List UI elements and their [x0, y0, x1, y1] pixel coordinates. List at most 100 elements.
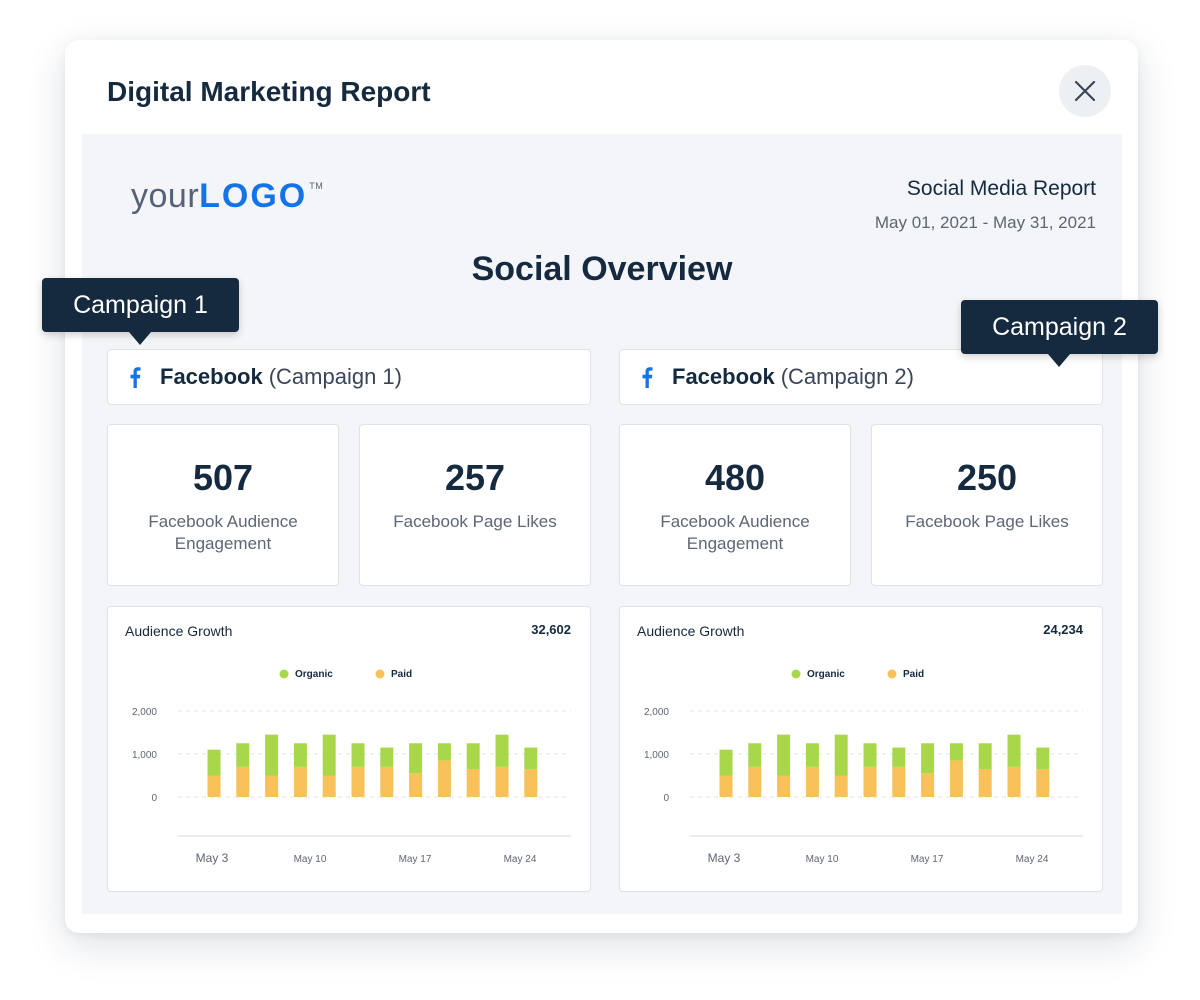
tag-pointer: [1048, 354, 1070, 367]
kpi-label: Facebook Page Likes: [393, 512, 557, 531]
x-tick-label: May 3: [708, 851, 741, 865]
kpi-label: Facebook Audience Engagement: [148, 512, 298, 553]
kpi-value: 257: [444, 457, 506, 498]
chart-title: Audience Growth: [637, 623, 744, 639]
bar-segment-paid: [322, 775, 336, 797]
bar-segment-paid: [293, 766, 307, 797]
campaign-2-tag: Campaign 2: [961, 300, 1158, 367]
y-tick-label: 1,000: [644, 750, 669, 761]
x-tick-label: May 3: [196, 851, 229, 865]
bar-segment-paid: [805, 766, 819, 797]
bar-segment-organic: [805, 743, 819, 767]
brand-logo: your LOGO TM: [131, 177, 323, 216]
legend-swatch: [791, 669, 801, 679]
network-name: Facebook: [672, 364, 775, 389]
kpi-label: Facebook Audience Engagement: [660, 512, 810, 553]
bar-segment-organic: [466, 743, 480, 770]
legend-swatch: [279, 669, 289, 679]
report-date-range: May 01, 2021 - May 31, 2021: [874, 213, 1096, 232]
audience-growth-chart-2: Audience Growth 24,234 Organic Paid 2,000 1,0…: [619, 606, 1103, 892]
bar-segment-paid: [748, 766, 762, 797]
kpi-card-page-likes-2: 250 Facebook Page Likes: [871, 424, 1103, 586]
bar-segment-paid: [236, 766, 250, 797]
bar-segment-paid: [495, 766, 509, 797]
y-tick-label: 1,000: [132, 750, 157, 761]
bar-segment-paid: [265, 775, 279, 797]
section-title: Social Overview: [471, 250, 733, 288]
audience-growth-chart-svg: Audience Growth 24,234 Organic Paid 2,000 1,0…: [637, 622, 1084, 865]
x-tick-label: May 24: [504, 854, 537, 865]
legend-label: Paid: [903, 669, 924, 680]
bar-segment-paid: [351, 766, 365, 797]
report-meta: Social Media Report May 01, 2021 - May 3…: [875, 177, 1096, 233]
tag-pointer: [129, 332, 151, 345]
x-tick-label: May 17: [911, 854, 944, 865]
kpi-value: 250: [956, 457, 1018, 498]
close-button[interactable]: [1059, 65, 1111, 117]
chart-title: Audience Growth: [125, 623, 232, 639]
bar-segment-paid: [1036, 769, 1050, 797]
chart-total: 24,234: [1043, 622, 1084, 637]
legend-label: Organic: [807, 669, 845, 680]
bar-segment-organic: [351, 743, 365, 767]
chart-total: 32,602: [531, 622, 571, 637]
campaign-label: (Campaign 1): [268, 364, 402, 389]
bar-segment-organic: [1007, 734, 1021, 767]
campaign-1-tag: Campaign 1: [42, 278, 239, 345]
logo-prefix: your: [131, 177, 200, 215]
bar-segment-organic: [265, 734, 279, 776]
report-name: Social Media Report: [906, 177, 1096, 200]
campaign-label: (Campaign 2): [780, 364, 914, 389]
legend-swatch: [375, 669, 385, 679]
bar-segment-paid: [1007, 766, 1021, 797]
bar-segment-organic: [777, 734, 791, 776]
x-tick-label: May 10: [294, 854, 327, 865]
bar-segment-organic: [322, 734, 336, 776]
logo-trademark: TM: [309, 181, 324, 191]
kpi-card-engagement-2: 480 Facebook Audience Engagement: [619, 424, 851, 586]
bar-segment-organic: [1036, 747, 1050, 770]
bar-segment-paid: [949, 760, 963, 797]
bar-segment-paid: [207, 775, 221, 797]
kpi-value: 480: [704, 457, 766, 498]
legend-label: Organic: [295, 669, 333, 680]
audience-growth-chart-svg: Audience Growth 32,602 Organic Paid 2,000 1,0…: [125, 622, 571, 865]
legend-label: Paid: [391, 669, 412, 680]
bar-segment-organic: [978, 743, 992, 770]
bar-segment-organic: [236, 743, 250, 767]
kpi-label: Facebook Page Likes: [905, 512, 1069, 531]
y-tick-label: 0: [151, 793, 157, 804]
y-tick-label: 0: [663, 793, 669, 804]
bar-segment-organic: [719, 749, 733, 776]
bar-segment-organic: [437, 743, 451, 761]
close-icon: [1074, 80, 1096, 102]
bar-segment-organic: [495, 734, 509, 767]
facebook-icon: [130, 367, 141, 388]
campaign-2-header: Facebook (Campaign 2): [619, 349, 1103, 405]
bar-segment-paid: [719, 775, 733, 797]
bar-segment-organic: [524, 747, 538, 770]
audience-growth-chart-1: Audience Growth 32,602 Organic Paid 2,000 1,0…: [107, 606, 591, 892]
bar-segment-organic: [293, 743, 307, 767]
bar-segment-organic: [949, 743, 963, 761]
logo-mark: LOGO: [199, 177, 308, 215]
bar-segment-organic: [863, 743, 877, 767]
tag-label: Campaign 1: [73, 290, 208, 319]
bar-segment-organic: [207, 749, 221, 776]
x-tick-label: May 17: [399, 854, 432, 865]
x-tick-label: May 24: [1016, 854, 1049, 865]
bar-segment-paid: [834, 775, 848, 797]
bar-segment-paid: [380, 766, 394, 797]
bar-segment-organic: [834, 734, 848, 776]
kpi-value: 507: [192, 457, 254, 498]
bar-segment-organic: [409, 743, 423, 774]
kpi-card-page-likes-1: 257 Facebook Page Likes: [359, 424, 591, 586]
bar-segment-organic: [892, 747, 906, 767]
bar-segment-organic: [921, 743, 935, 774]
report-modal: Digital Marketing Report your LOGO TM So…: [65, 40, 1138, 933]
tag-label: Campaign 2: [992, 312, 1127, 341]
bar-segment-paid: [921, 773, 935, 797]
bar-segment-paid: [892, 766, 906, 797]
kpi-card-engagement-1: 507 Facebook Audience Engagement: [107, 424, 339, 586]
facebook-icon: [642, 367, 653, 388]
